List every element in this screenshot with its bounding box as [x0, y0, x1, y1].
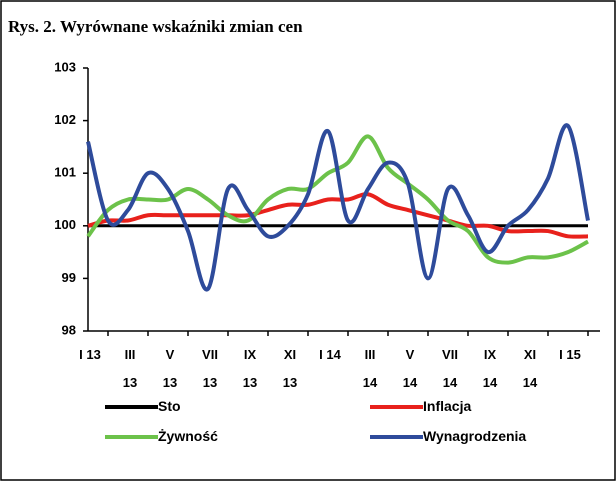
- y-tick-label: 99: [62, 270, 76, 285]
- y-tick-label: 102: [54, 112, 76, 127]
- y-tick-label: 100: [54, 217, 76, 232]
- x-tick-label: V 14: [402, 347, 418, 390]
- x-tick-label: I 14: [319, 347, 341, 362]
- y-tick-label: 103: [54, 59, 76, 74]
- y-tick-label: 101: [54, 165, 76, 180]
- y-tick-label: 98: [62, 322, 76, 337]
- x-tick-label: XI 14: [522, 347, 538, 390]
- legend-label: Wynagrodzenia: [423, 428, 527, 444]
- legend-label: Sto: [158, 398, 181, 414]
- series-line: [86, 123, 590, 292]
- x-tick-label: IX 13: [242, 347, 258, 390]
- legend-label: Inflacja: [423, 398, 472, 414]
- x-tick-label: VII 13: [202, 347, 218, 390]
- x-tick-label: VII 14: [442, 347, 458, 390]
- legend-label: Żywność: [158, 428, 218, 444]
- x-tick-label: III 13: [122, 347, 138, 390]
- x-tick-label: I 13: [79, 347, 101, 362]
- x-tick-label: XI 13: [282, 347, 298, 390]
- x-tick-label: V 13: [162, 347, 178, 390]
- x-tick-label: IX 14: [482, 347, 498, 390]
- chart-title: Rys. 2. Wyrównane wskaźniki zmian cen: [8, 17, 303, 36]
- x-tick-label: I 15: [559, 347, 581, 362]
- x-tick-label: III 14: [362, 347, 378, 390]
